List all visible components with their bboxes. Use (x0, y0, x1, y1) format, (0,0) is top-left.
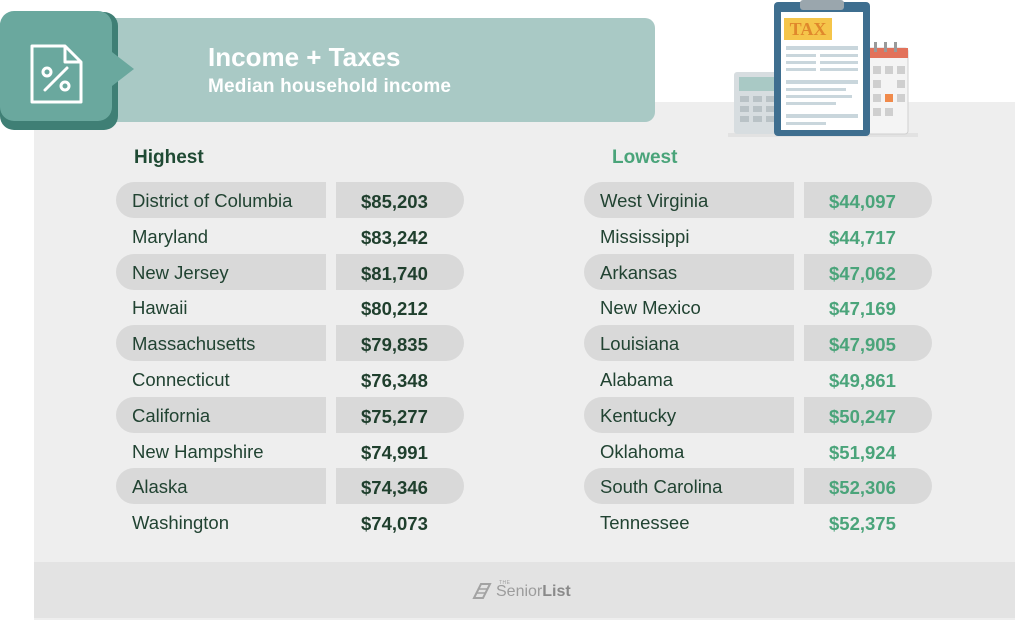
list-item: Tennessee $52,375 (584, 504, 934, 540)
state-name: Arkansas (600, 261, 678, 283)
row-band (584, 325, 794, 362)
income-value: $81,740 (361, 262, 428, 284)
list-item: Arkansas $47,062 (584, 253, 934, 290)
income-value: $74,991 (361, 441, 428, 463)
state-name: District of Columbia (132, 190, 293, 211)
row-band (804, 325, 932, 362)
state-name: Alaska (132, 476, 188, 498)
state-name: West Virginia (600, 190, 709, 211)
list-item: South Carolina $52,306 (584, 468, 934, 505)
list-item: Alabama $49,861 (584, 361, 934, 397)
row-band (804, 396, 932, 433)
list-item: Connecticut $76,348 (116, 361, 466, 397)
list-item: Massachusetts $79,835 (116, 325, 466, 362)
state-name: Massachusetts (132, 333, 256, 355)
logo-small-text: THE (499, 580, 511, 586)
row-band (336, 396, 464, 433)
state-name: New Jersey (132, 261, 229, 283)
row-band (336, 253, 464, 290)
income-value: $85,203 (361, 191, 428, 212)
income-value: $50,247 (829, 405, 896, 427)
icon-pointer (112, 52, 134, 86)
row-band (336, 325, 464, 362)
row-band (584, 182, 794, 218)
list-item: Kentucky $50,247 (584, 396, 934, 433)
row-band (804, 182, 932, 218)
lowest-list: West Virginia $44,097 Mississippi $44,717 … (584, 182, 934, 540)
income-value: $74,346 (361, 477, 428, 499)
row-band (116, 396, 326, 433)
income-value: $51,924 (829, 441, 896, 463)
highest-list: District of Columbia $85,203 Maryland $83,… (116, 182, 466, 540)
page-subtitle: Median household income (208, 76, 452, 97)
income-value: $80,212 (361, 298, 428, 320)
list-item: California $75,277 (116, 396, 466, 433)
logo-wordmark: SeniorList (496, 583, 571, 600)
row-band (584, 468, 794, 505)
income-value: $79,835 (361, 334, 428, 356)
state-name: Louisiana (600, 333, 680, 355)
income-value: $52,375 (829, 513, 896, 535)
list-item: Washington $74,073 (116, 504, 466, 540)
income-value: $75,277 (361, 405, 428, 427)
row-band (804, 253, 932, 290)
header-banner (100, 18, 655, 122)
income-value: $47,062 (829, 262, 896, 284)
income-value: $74,073 (361, 513, 428, 535)
state-name: Oklahoma (600, 440, 685, 462)
list-item: Alaska $74,346 (116, 468, 466, 505)
state-name: Kentucky (600, 404, 677, 426)
row-band (584, 253, 794, 290)
income-value: $44,717 (829, 226, 896, 248)
income-value: $49,861 (829, 369, 896, 391)
list-item: Oklahoma $51,924 (584, 433, 934, 469)
list-item: New Mexico $47,169 (584, 289, 934, 325)
income-value: $52,306 (829, 477, 896, 499)
state-name: Tennessee (600, 512, 690, 534)
row-band (336, 468, 464, 505)
seniorlist-logo: THE SeniorList (472, 580, 582, 604)
state-name: New Mexico (600, 297, 701, 319)
list-item: Louisiana $47,905 (584, 325, 934, 362)
row-band (116, 468, 326, 505)
row-band (584, 396, 794, 433)
state-name: Maryland (132, 225, 209, 247)
highest-heading: Highest (134, 147, 204, 168)
income-value: $83,242 (361, 226, 428, 248)
row-band (804, 468, 932, 505)
footer-bar (34, 562, 1015, 618)
list-item: New Hampshire $74,991 (116, 433, 466, 469)
list-item: Mississippi $44,717 (584, 218, 934, 254)
row-band (116, 325, 326, 362)
row-band (116, 182, 326, 218)
income-value: $76,348 (361, 369, 428, 391)
state-name: Connecticut (132, 368, 230, 390)
row-band (336, 182, 464, 218)
state-name: California (132, 404, 211, 426)
list-item: New Jersey $81,740 (116, 253, 466, 290)
list-item: West Virginia $44,097 (584, 182, 934, 218)
row-band (116, 253, 326, 290)
list-item: Maryland $83,242 (116, 218, 466, 254)
income-value: $44,097 (829, 191, 896, 212)
svg-text:TAX: TAX (790, 19, 827, 39)
page-title: Income + Taxes (208, 42, 401, 72)
state-name: South Carolina (600, 476, 723, 498)
clipboard-icon: TAX (774, 0, 870, 136)
list-item: District of Columbia $85,203 (116, 182, 466, 218)
income-value: $47,905 (829, 334, 896, 356)
state-name: Alabama (600, 368, 674, 390)
icon-tile (0, 11, 112, 121)
state-name: Mississippi (600, 225, 690, 247)
income-value: $47,169 (829, 298, 896, 320)
tax-illustration: TAX (728, 0, 918, 137)
list-item: Hawaii $80,212 (116, 289, 466, 325)
state-name: Hawaii (132, 297, 188, 319)
percent-document-icon (30, 44, 83, 104)
state-name: New Hampshire (132, 440, 264, 462)
state-name: Washington (132, 512, 230, 534)
lowest-heading: Lowest (612, 147, 678, 168)
logo-mark-icon (472, 583, 492, 599)
